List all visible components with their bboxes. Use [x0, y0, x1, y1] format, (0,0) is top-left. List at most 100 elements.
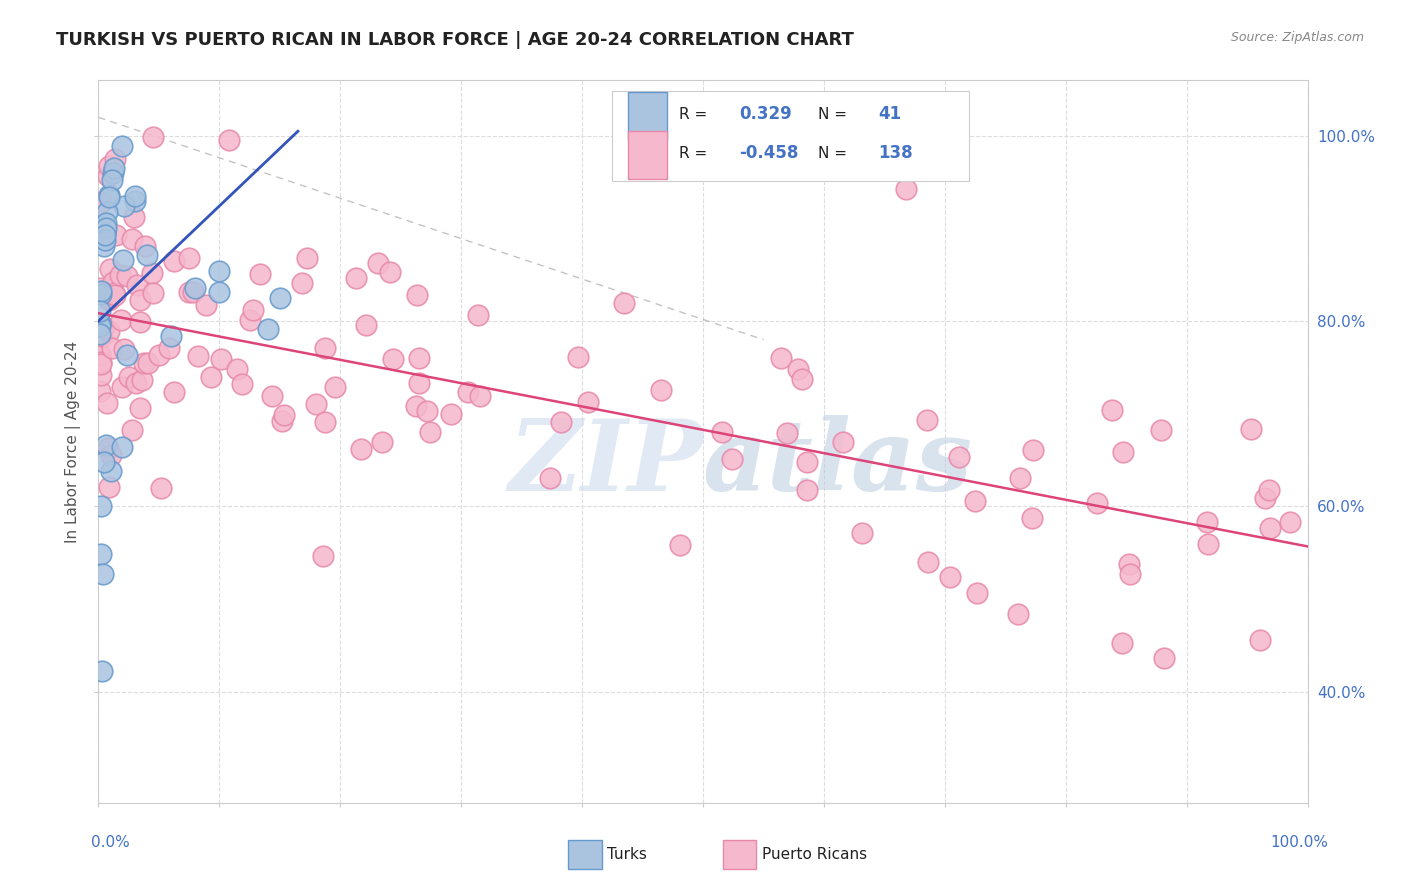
Point: [100, 464, 122, 478]
Point: [89, 304, 111, 318]
Point: [1195, 515, 1218, 529]
Point: [124, 376, 146, 391]
Point: [111, 380, 134, 394]
Point: [97, 293, 120, 307]
Text: Source: ZipAtlas.com: Source: ZipAtlas.com: [1230, 31, 1364, 45]
Point: [97, 169, 120, 183]
Point: [128, 315, 150, 329]
Point: [314, 341, 336, 355]
Point: [163, 384, 186, 399]
Point: [142, 130, 165, 145]
Point: [98, 190, 121, 204]
Point: [195, 298, 218, 312]
Point: [344, 271, 367, 285]
Point: [408, 351, 430, 366]
Point: [134, 239, 156, 253]
Point: [1279, 516, 1302, 530]
Point: [792, 372, 814, 386]
Point: [103, 153, 125, 167]
Text: Turks: Turks: [607, 847, 647, 862]
Point: [103, 286, 125, 301]
Point: [613, 296, 636, 310]
Text: TURKISH VS PUERTO RICAN IN LABOR FORCE | AGE 20-24 CORRELATION CHART: TURKISH VS PUERTO RICAN IN LABOR FORCE |…: [56, 31, 853, 49]
Point: [787, 361, 810, 376]
Text: N =: N =: [818, 146, 846, 161]
Point: [93, 286, 115, 301]
Point: [1007, 607, 1029, 622]
Point: [98, 262, 121, 277]
Point: [380, 265, 402, 279]
Point: [142, 286, 165, 301]
Point: [1112, 444, 1135, 458]
Point: [208, 285, 231, 300]
Point: [89, 318, 111, 332]
Point: [467, 308, 489, 322]
Point: [1021, 442, 1043, 457]
Point: [209, 352, 232, 367]
Point: [1008, 470, 1031, 484]
Point: [129, 401, 152, 415]
Point: [112, 342, 135, 356]
Point: [304, 397, 326, 411]
Point: [894, 182, 917, 196]
Point: [291, 276, 314, 290]
Point: [111, 253, 134, 268]
Point: [966, 586, 988, 600]
Point: [97, 480, 120, 494]
Y-axis label: In Labor Force | Age 20-24: In Labor Force | Age 20-24: [65, 341, 82, 542]
Point: [90, 194, 112, 209]
Point: [796, 483, 818, 498]
Point: [1085, 496, 1108, 510]
Text: 0.329: 0.329: [740, 105, 792, 123]
Point: [127, 278, 149, 293]
Point: [101, 341, 124, 355]
Point: [94, 221, 117, 235]
Point: [314, 415, 336, 429]
Point: [567, 350, 589, 364]
Point: [110, 268, 132, 283]
Point: [98, 325, 121, 339]
Text: R =: R =: [679, 107, 707, 122]
Point: [242, 303, 264, 318]
Point: [179, 251, 201, 265]
Point: [89, 318, 111, 333]
Point: [650, 383, 672, 397]
Point: [90, 284, 112, 298]
Point: [162, 253, 184, 268]
Point: [1150, 423, 1173, 437]
Point: [94, 216, 117, 230]
Text: 0.0%: 0.0%: [91, 836, 131, 850]
Point: [90, 368, 112, 382]
Point: [93, 233, 115, 247]
Point: [260, 389, 283, 403]
Point: [354, 318, 377, 332]
FancyBboxPatch shape: [628, 131, 666, 178]
Point: [440, 407, 463, 421]
Text: N =: N =: [818, 107, 846, 122]
Point: [187, 349, 209, 363]
Point: [295, 251, 318, 265]
Point: [89, 285, 111, 299]
Point: [94, 228, 117, 243]
Point: [381, 351, 404, 366]
Point: [89, 327, 111, 342]
Point: [89, 317, 111, 331]
Point: [111, 440, 134, 454]
Text: -0.458: -0.458: [740, 145, 799, 162]
Point: [1119, 566, 1142, 581]
Point: [711, 425, 734, 439]
Point: [94, 438, 117, 452]
Point: [93, 319, 115, 334]
Point: [135, 248, 157, 262]
Point: [118, 369, 141, 384]
Point: [91, 329, 114, 343]
Point: [98, 188, 121, 202]
Point: [124, 188, 146, 202]
Point: [668, 538, 690, 552]
Text: ZIP: ZIP: [508, 415, 703, 511]
Point: [160, 328, 183, 343]
Point: [93, 455, 115, 469]
Point: [90, 355, 112, 369]
Point: [181, 285, 204, 300]
Point: [538, 471, 561, 485]
